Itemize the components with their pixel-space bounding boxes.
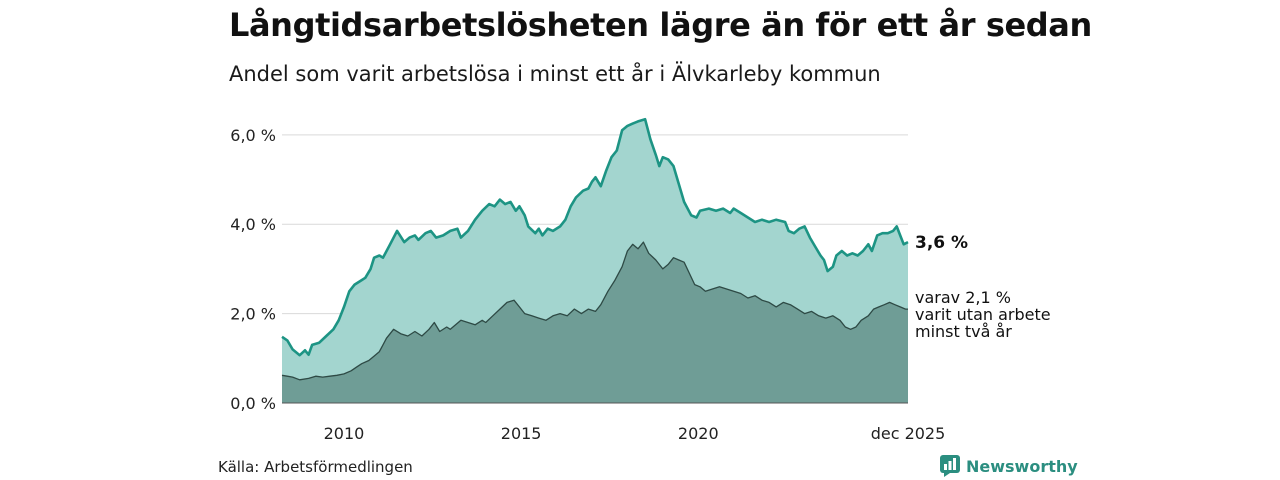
series-lower-end-label: varav 2,1 % bbox=[915, 288, 1011, 307]
series-lower-line bbox=[281, 241, 908, 381]
newsworthy-logo-icon bbox=[940, 455, 960, 477]
brand-logo[interactable]: Newsworthy bbox=[940, 455, 1078, 477]
x-tick-label: 2010 bbox=[324, 424, 365, 443]
y-tick-label: 6,0 % bbox=[230, 126, 276, 145]
chart-subtitle: Andel som varit arbetslösa i minst ett å… bbox=[229, 62, 881, 86]
y-tick-label: 2,0 % bbox=[230, 305, 276, 324]
y-tick-label: 4,0 % bbox=[230, 215, 276, 234]
x-tick-label: dec 2025 bbox=[871, 424, 946, 443]
series-upper-end-label: 3,6 % bbox=[915, 233, 968, 253]
series-lower-end-label: varit utan arbete bbox=[915, 305, 1051, 324]
series-upper-line bbox=[281, 117, 909, 357]
chart-title: Långtidsarbetslösheten lägre än för ett … bbox=[229, 6, 1092, 44]
series-lower-area bbox=[282, 242, 908, 403]
source-note: Källa: Arbetsförmedlingen bbox=[218, 458, 413, 476]
y-tick-label: 0,0 % bbox=[230, 394, 276, 413]
x-tick-label: 2020 bbox=[678, 424, 719, 443]
brand-name: Newsworthy bbox=[966, 456, 1078, 476]
x-tick-label: 2015 bbox=[501, 424, 542, 443]
series-lower-end-label: minst två år bbox=[915, 322, 1012, 341]
